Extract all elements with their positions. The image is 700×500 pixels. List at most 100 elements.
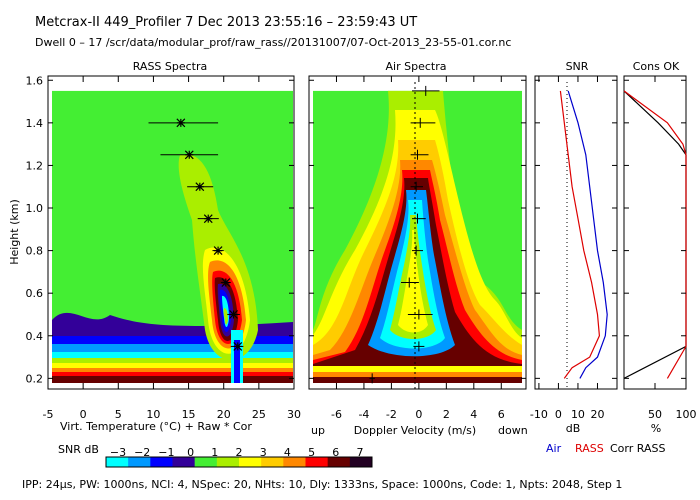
rass-cor-marker bbox=[233, 341, 243, 351]
x-tick-label: 0 bbox=[80, 408, 87, 421]
x-tick-label: 25 bbox=[252, 408, 266, 421]
snr-panel: SNR -10 0 10 20 dB Air RASS Corr RASS bbox=[530, 60, 666, 455]
colorbar-swatch bbox=[283, 457, 306, 467]
colorbar-ticks: −3 −2 −1 0 1 2 3 4 5 6 7 bbox=[110, 446, 364, 459]
x-tick-label: -6 bbox=[331, 408, 342, 421]
rass-panel: RASS Spectra 0.20.40.60.81.01.21.41.6-5 0… bbox=[8, 60, 301, 433]
rass-cor-marker bbox=[221, 278, 231, 287]
colorbar-tick-label: 3 bbox=[260, 446, 267, 459]
air-contour bbox=[398, 230, 428, 333]
cons-x-label: % bbox=[651, 422, 661, 435]
snr-axes: -10 0 10 20 bbox=[530, 76, 617, 421]
colorbar-swatches bbox=[105, 456, 373, 468]
air-x-label: Doppler Velocity (m/s) bbox=[354, 424, 476, 437]
x-tick-label: 4 bbox=[470, 408, 477, 421]
colorbar-tick-label: 1 bbox=[211, 446, 218, 459]
colorbar-label: SNR dB bbox=[58, 443, 99, 456]
colorbar-frame bbox=[105, 456, 373, 468]
legend-corr-rass: Corr RASS bbox=[610, 442, 665, 455]
colorbar-swatch bbox=[305, 457, 329, 467]
y-tick-label: 0.4 bbox=[26, 330, 44, 343]
x-tick-label: 5 bbox=[115, 408, 122, 421]
x-tick-label: 10 bbox=[146, 408, 160, 421]
air-markers bbox=[369, 85, 440, 384]
y-tick-label: 1.0 bbox=[26, 202, 44, 215]
rass-band bbox=[52, 368, 293, 372]
colorbar-tick-label: 2 bbox=[236, 446, 243, 459]
snr-x-label: dB bbox=[566, 422, 581, 435]
rass-band bbox=[52, 363, 293, 368]
x-tick-label: -2 bbox=[386, 408, 397, 421]
snr-colorbar: SNR dB −3 −2 −1 0 1 2 3 4 5 6 7 bbox=[58, 443, 373, 468]
rass-band bbox=[52, 376, 293, 383]
rass-spectra-field bbox=[52, 90, 293, 384]
colorbar-swatch bbox=[327, 457, 351, 467]
x-tick-label: 100 bbox=[676, 408, 697, 421]
rass-cor-marker bbox=[203, 214, 213, 224]
air-band bbox=[313, 377, 522, 383]
colorbar-tick-label: 4 bbox=[284, 446, 291, 459]
y-tick-label: 0.6 bbox=[26, 287, 44, 300]
y-tick-label: 1.2 bbox=[26, 159, 44, 172]
air-band bbox=[313, 366, 522, 372]
x-tick-label: -4 bbox=[358, 408, 369, 421]
x-tick-label: 20 bbox=[217, 408, 231, 421]
header-line2: Dwell 0 – 17 /scr/data/modular_prof/raw_… bbox=[35, 36, 511, 49]
air-x-label-up: up bbox=[311, 424, 325, 437]
rass-markers bbox=[148, 118, 244, 351]
height-axis-label: Height (km) bbox=[8, 199, 21, 265]
footer-params: IPP: 24μs, PW: 1000ns, NCI: 4, NSpec: 20… bbox=[22, 478, 622, 491]
colorbar-swatch bbox=[216, 457, 240, 467]
rass-cor-marker bbox=[213, 246, 223, 256]
colorbar-tick-label: −1 bbox=[158, 446, 174, 459]
colorbar-tick-label: 5 bbox=[308, 446, 315, 459]
y-tick-label: 0.2 bbox=[26, 372, 44, 385]
rass-cor-marker bbox=[229, 310, 238, 319]
snr-air-line bbox=[567, 90, 608, 379]
x-tick-label: -5 bbox=[43, 408, 54, 421]
snr-lines bbox=[559, 90, 608, 379]
cons-title: Cons OK bbox=[633, 60, 680, 73]
colorbar-tick-label: −2 bbox=[134, 446, 150, 459]
rass-band bbox=[52, 372, 293, 376]
x-tick-label: 0 bbox=[555, 408, 562, 421]
air-x-label-down: down bbox=[498, 424, 528, 437]
colorbar-tick-label: 0 bbox=[187, 446, 194, 459]
legend-air: Air bbox=[546, 442, 562, 455]
air-title: Air Spectra bbox=[386, 60, 447, 73]
rass-cor-marker bbox=[176, 118, 186, 128]
y-tick-label: 1.4 bbox=[26, 117, 44, 130]
colorbar-swatch bbox=[172, 457, 196, 467]
x-tick-label: 20 bbox=[590, 408, 604, 421]
colorbar-tick-label: 7 bbox=[357, 446, 364, 459]
rass-contour bbox=[234, 340, 240, 383]
colorbar-swatch bbox=[261, 457, 284, 467]
y-tick-label: 1.6 bbox=[26, 74, 44, 87]
cons-rass-line bbox=[623, 90, 687, 379]
y-tick-label: 0.8 bbox=[26, 245, 44, 258]
air-panel: Air Spectra -6 -4 -2 0 2 4 6 up Doppler Veloci… bbox=[308, 60, 528, 437]
cons-frame bbox=[623, 75, 687, 390]
rass-cor-marker bbox=[184, 150, 194, 160]
rass-band bbox=[52, 352, 293, 358]
rass-axes: 0.2 0.4 0.6 0.8 1.0 1.2 1.4 1.6 -5 0 5 10 15 20 25 30 bbox=[26, 74, 302, 421]
rass-band bbox=[52, 344, 293, 354]
colorbar-swatch bbox=[150, 457, 173, 467]
x-tick-label: 0 bbox=[415, 408, 422, 421]
air-axes: -6 -4 -2 0 2 4 6 bbox=[309, 76, 526, 421]
snr-rass-line bbox=[559, 90, 601, 379]
x-tick-label: 10 bbox=[571, 408, 585, 421]
x-tick-label: 6 bbox=[498, 408, 505, 421]
colorbar-swatch bbox=[128, 457, 151, 467]
colorbar-tick-label: 6 bbox=[332, 446, 339, 459]
snr-title: SNR bbox=[566, 60, 589, 73]
snr-frame bbox=[534, 75, 618, 390]
colorbar-swatch bbox=[349, 457, 373, 467]
x-tick-label: -10 bbox=[530, 408, 548, 421]
colorbar-tick-label: −3 bbox=[110, 446, 126, 459]
legend-rass: RASS bbox=[575, 442, 604, 455]
cons-lines bbox=[623, 90, 687, 379]
x-tick-label: 30 bbox=[287, 408, 301, 421]
header-line1: Metcrax-II 449_Profiler 7 Dec 2013 23:55… bbox=[35, 15, 417, 30]
